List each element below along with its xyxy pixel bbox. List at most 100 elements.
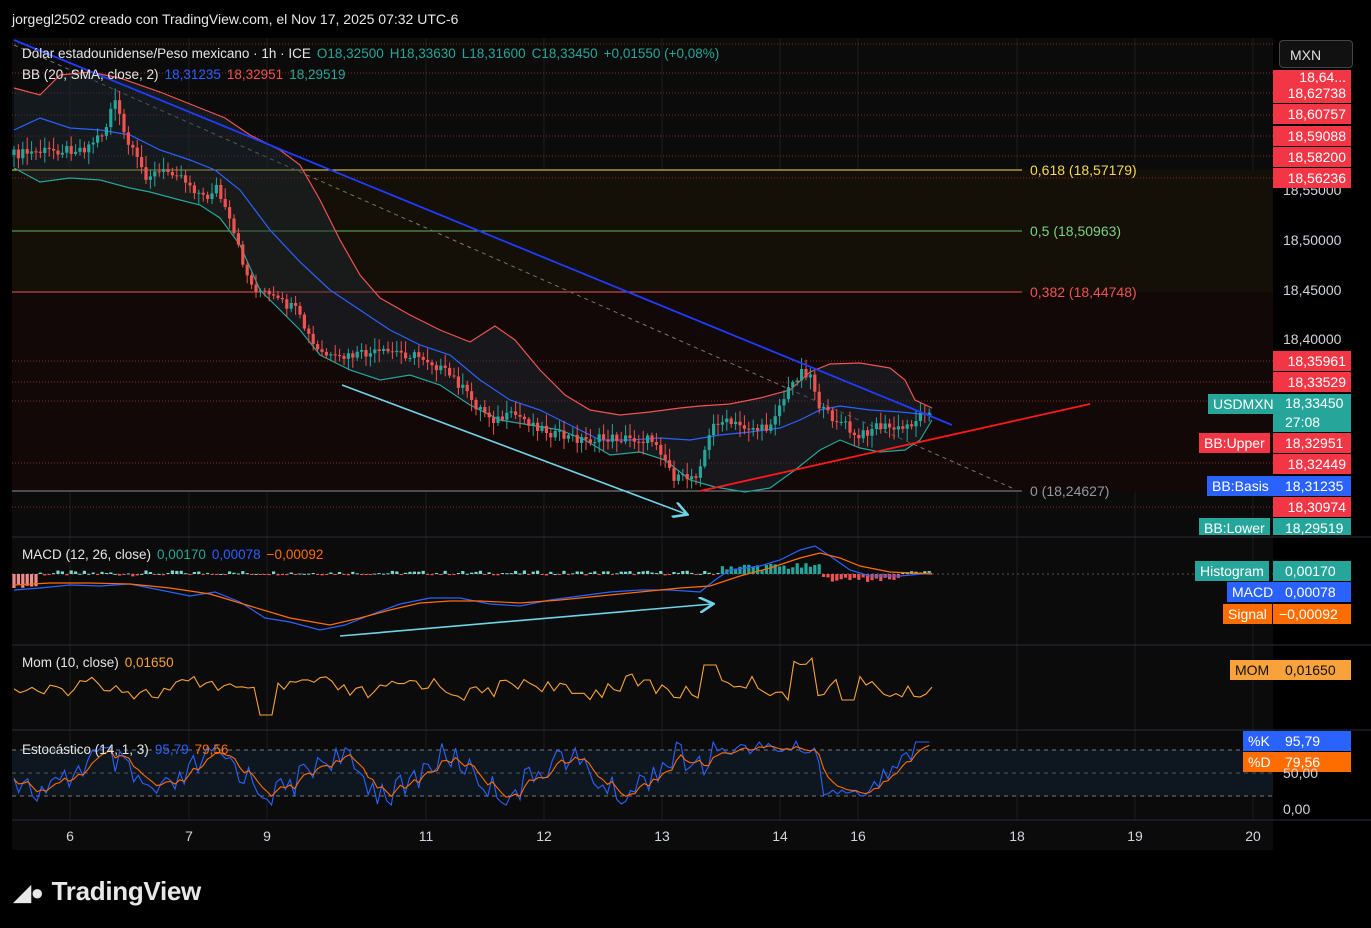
macd-hist-bar (241, 571, 245, 574)
price-label-red: 18,62738 (1273, 83, 1351, 103)
macd-hist-bar (355, 573, 359, 575)
macd-hist-bar (800, 567, 804, 574)
low-value: L18,31600 (461, 46, 526, 61)
macd-hist-bar (483, 574, 487, 575)
candle-body (738, 421, 742, 426)
macd-hist-bar (131, 574, 135, 577)
macd-hist-bar (368, 574, 372, 576)
bb-legend[interactable]: BB (20, SMA, close, 2) 18,31235 18,32951 18… (22, 67, 352, 82)
macd-hist-bar (302, 573, 306, 575)
macd-hist-bar (852, 574, 856, 578)
macd-hist-bar (289, 572, 293, 574)
candle-body (82, 147, 86, 153)
macd-hist-bar (465, 573, 469, 575)
candle-body (839, 421, 843, 423)
blue-resistance-trendline[interactable] (13, 39, 953, 426)
candle-body (118, 100, 122, 114)
candle-body (166, 169, 170, 173)
macd-hist-tag: Histogram (1195, 561, 1269, 581)
price-label-red: 18,58200 (1273, 147, 1351, 167)
price-divergence-arrow[interactable] (341, 384, 686, 514)
macd-hist-bar (324, 574, 328, 575)
candle-body (602, 434, 606, 440)
macd-divergence-arrow[interactable] (339, 604, 712, 637)
macd-hist-bar (813, 565, 817, 574)
macd-hist-bar (65, 574, 69, 576)
macd-hist-bar (892, 574, 896, 580)
bb-upper-value: 18,32951 (226, 67, 284, 82)
macd-hist-bar (228, 571, 232, 574)
stoch-d-tag: %D (1243, 752, 1276, 772)
price-label-red: 18,35961 (1273, 351, 1351, 371)
fib-0-label: 0 (18,24627) (1030, 483, 1110, 499)
bb-basis-line[interactable] (13, 117, 933, 441)
candle-body (544, 425, 548, 434)
macd-hist-bar (43, 574, 47, 576)
candle-body (531, 422, 535, 426)
candle-body (782, 399, 786, 406)
price-tick: 18,45000 (1283, 282, 1342, 298)
candle-body (628, 435, 632, 439)
bb-basis-value-tag: 18,31235 (1273, 476, 1351, 496)
macd-hist-bar (21, 574, 25, 588)
dashed-trend-line[interactable] (13, 44, 1013, 489)
candle-body (245, 264, 249, 276)
bb-fill (14, 72, 932, 492)
macd-label: MACD (12, 26, close) (22, 547, 152, 562)
macd-hist-bar (514, 570, 518, 574)
candle-body (263, 290, 267, 292)
currency-button[interactable]: MXN (1279, 40, 1353, 68)
macd-hist-bar (720, 566, 724, 574)
macd-hist-bar (377, 573, 381, 575)
time-tick: 14 (772, 828, 788, 844)
candle-body (47, 147, 51, 149)
macd-hist-value: 0,00170 (157, 547, 206, 562)
macd-histogram (12, 563, 931, 588)
candle-body (729, 418, 733, 425)
candle-body (368, 353, 372, 357)
macd-hist-bar (96, 574, 100, 575)
candle-body (285, 299, 289, 309)
candle-body (34, 151, 38, 153)
time-tick: 20 (1245, 828, 1261, 844)
candle-body (496, 416, 500, 423)
candle-body (527, 419, 531, 426)
macd-hist-bar (668, 574, 672, 576)
macd-hist-bar (69, 570, 73, 574)
macd-hist-bar (786, 568, 790, 574)
candle-body (276, 295, 280, 298)
stoch-axis-0: 0,00 (1283, 801, 1311, 817)
macd-hist-bar (615, 573, 619, 575)
macd-hist-bar (500, 573, 504, 575)
candle-body (914, 420, 918, 427)
candle-body (918, 412, 922, 421)
macd-hist-bar (118, 574, 122, 576)
symbol-legend[interactable]: Dólar estadounidense/Peso mexicano · 1h … (22, 46, 725, 61)
tradingview-logo[interactable]: ◢● TradingView (14, 876, 201, 907)
candle-body (434, 365, 438, 371)
macd-hist-bar (214, 574, 218, 575)
macd-legend[interactable]: MACD (12, 26, close) 0,00170 0,00078 −0,000… (22, 547, 329, 562)
macd-hist-bar (258, 574, 262, 575)
candle-body (87, 144, 91, 153)
macd-hist-bar (536, 570, 540, 574)
red-support-trendline[interactable] (699, 403, 1091, 492)
last-price: 18,33450 (1285, 395, 1344, 411)
stoch-legend[interactable]: Estocástico (14, 1, 3) 95,79 79,56 (22, 742, 234, 757)
candle-body (584, 437, 588, 440)
candle-body (109, 108, 113, 128)
mom-legend[interactable]: Mom (10, close) 0,01650 (22, 655, 180, 670)
macd-hist-bar (694, 574, 698, 575)
stoch-label: Estocástico (14, 1, 3) (22, 742, 149, 757)
time-tick: 16 (850, 828, 866, 844)
candle-body (126, 132, 130, 145)
candle-body (703, 449, 707, 467)
price-candles[interactable] (12, 88, 931, 489)
macd-hist-bar (60, 571, 64, 574)
macd-hist-bar (659, 570, 663, 574)
macd-hist-bar (148, 572, 152, 574)
macd-hist-bar (430, 574, 434, 576)
macd-hist-bar (848, 574, 852, 581)
candle-body (395, 350, 399, 353)
